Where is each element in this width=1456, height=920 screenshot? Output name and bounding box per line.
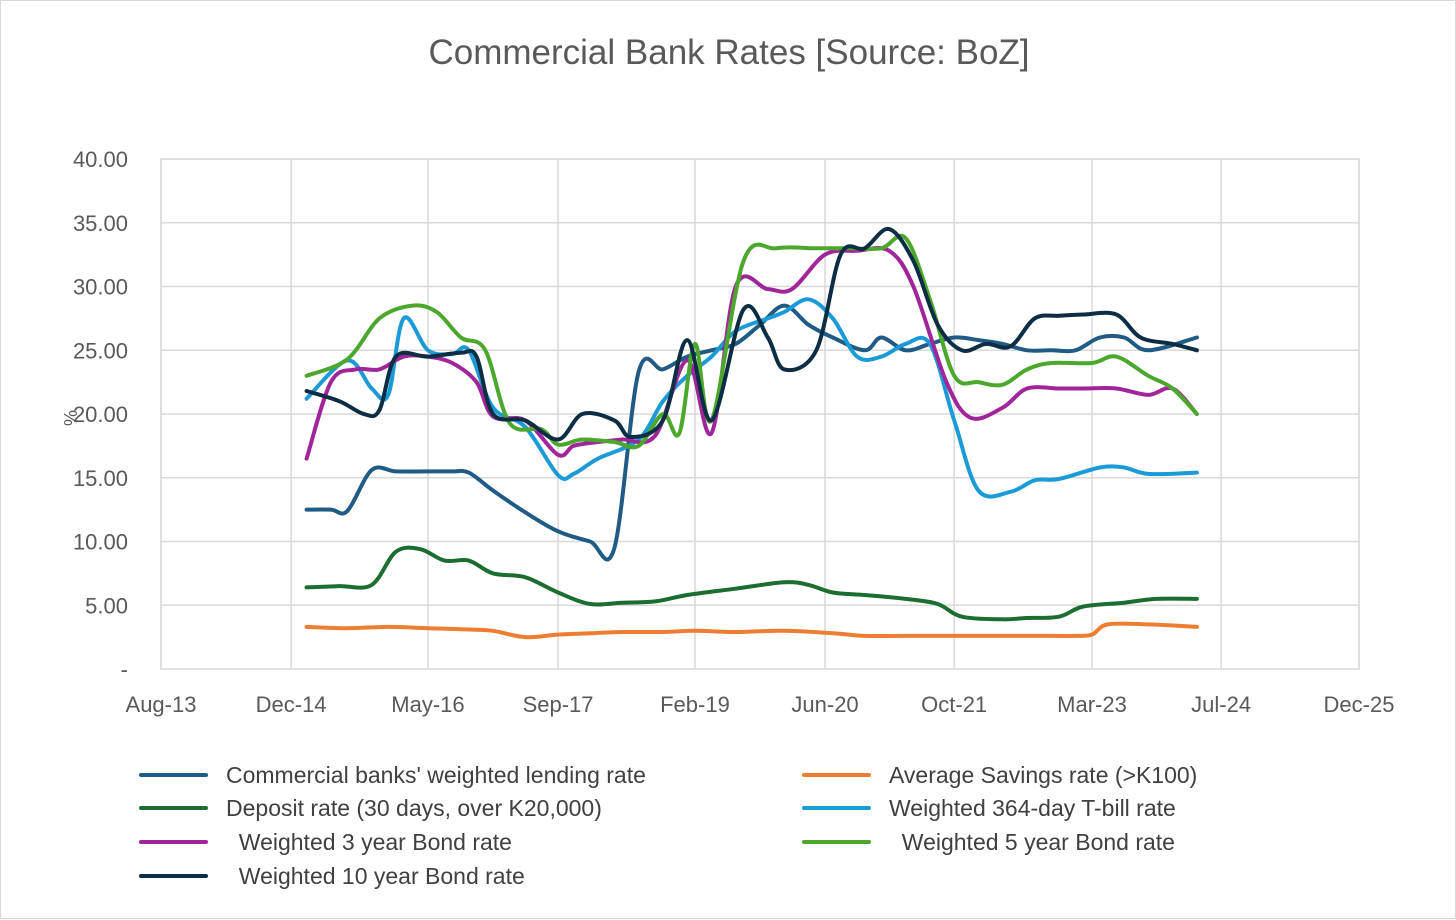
legend-label: Weighted 5 year Bond rate [889, 829, 1175, 855]
x-tick-label: Jun-20 [791, 692, 858, 717]
chart-title: Commercial Bank Rates [Source: BoZ] [428, 33, 1029, 72]
x-tick-label: Jul-24 [1191, 692, 1251, 717]
x-tick-label: Oct-21 [921, 692, 987, 717]
y-axis-label: % [61, 410, 81, 426]
legend-label-text: Deposit rate (30 days, over K20,000) [226, 795, 602, 821]
x-tick-label: Mar-23 [1057, 692, 1127, 717]
legend-indent [226, 863, 239, 889]
series-lines [304, 227, 1199, 640]
legend-label-text: Weighted 5 year Bond rate [902, 829, 1175, 855]
series-line-weighted-364-day-t-bill-rate [304, 297, 1199, 499]
x-axis-ticks: Aug-13 Dec-14 May-16 Sep-17 Feb-19 Jun-20 Oct-… [126, 692, 1395, 717]
series-line-weighted-10-year-bond-rate [304, 227, 1199, 442]
legend-label: Deposit rate (30 days, over K20,000) [226, 795, 602, 821]
legend-label-text: Weighted 364-day T-bill rate [889, 795, 1176, 821]
y-tick-label: 20.00 [73, 402, 128, 427]
x-tick-label: Sep-17 [523, 692, 594, 717]
legend-indent [889, 829, 902, 855]
series-line-deposit-rate-30-days-over-k20-000 [304, 545, 1199, 622]
series-line-commercial-banks-weighted-lending-rate [304, 303, 1199, 562]
x-tick-label: Aug-13 [126, 692, 197, 717]
y-axis-ticks: - 5.00 10.00 15.00 20.00 25.00 30.00 35.00 40.00 [73, 147, 128, 682]
legend-label-text: Weighted 3 year Bond rate [239, 829, 512, 855]
series-line-weighted-5-year-bond-rate [304, 233, 1199, 450]
y-tick-label: 30.00 [73, 275, 128, 300]
x-tick-label: Feb-19 [660, 692, 730, 717]
y-tick-label: - [121, 657, 128, 682]
legend-label-text: Commercial banks' weighted lending rate [226, 762, 646, 788]
legend-indent [226, 829, 239, 855]
series-line-average-savings-rate-k100 [304, 621, 1199, 640]
legend-label: Commercial banks' weighted lending rate [226, 762, 646, 788]
legend-label: Weighted 10 year Bond rate [226, 863, 525, 889]
legend: Commercial banks' weighted lending rate A… [139, 762, 1197, 889]
legend-label-text: Average Savings rate (>K100) [889, 762, 1197, 788]
x-tick-label: Dec-14 [256, 692, 327, 717]
legend-label: Average Savings rate (>K100) [889, 762, 1197, 788]
y-tick-label: 5.00 [85, 593, 128, 618]
y-tick-label: 35.00 [73, 211, 128, 236]
y-tick-label: 40.00 [73, 147, 128, 172]
grid-lines [160, 158, 1360, 669]
x-tick-label: May-16 [391, 692, 464, 717]
legend-label-text: Weighted 10 year Bond rate [239, 863, 525, 889]
y-tick-label: 10.00 [73, 530, 128, 555]
x-tick-label: Dec-25 [1324, 692, 1395, 717]
legend-label: Weighted 3 year Bond rate [226, 829, 512, 855]
y-tick-label: 25.00 [73, 338, 128, 363]
y-tick-label: 15.00 [73, 466, 128, 491]
legend-label: Weighted 364-day T-bill rate [889, 795, 1176, 821]
